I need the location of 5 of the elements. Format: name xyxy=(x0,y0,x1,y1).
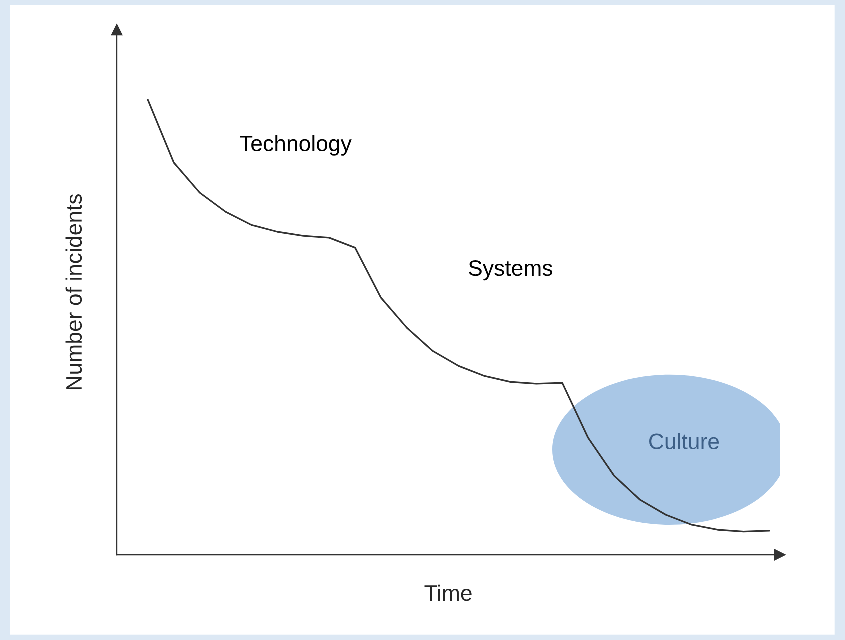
annotation: Systems xyxy=(469,260,552,281)
y-axis-title: Number of incidents xyxy=(66,194,82,390)
x-axis-title: Time xyxy=(424,584,472,602)
annotation: Technology xyxy=(240,135,352,156)
annotation: Culture xyxy=(650,433,720,450)
